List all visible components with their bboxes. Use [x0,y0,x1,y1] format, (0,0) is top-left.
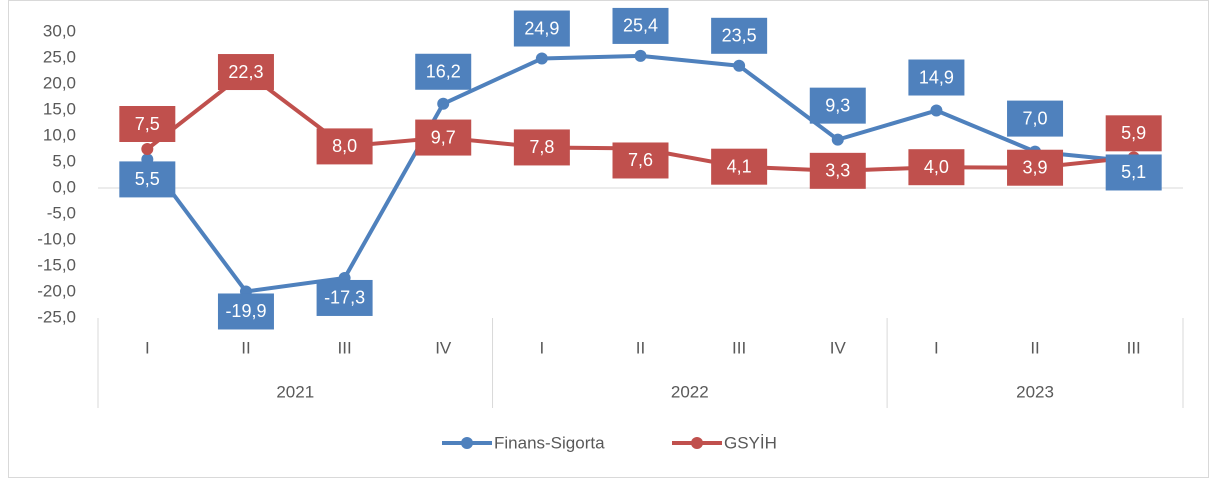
data-label-box [1007,100,1064,137]
x-group-label: 2021 [276,382,314,401]
data-label-box [415,119,472,156]
y-tick-label: -20,0 [37,281,76,300]
y-tick-label: 30,0 [43,21,76,40]
data-label-box [1105,154,1162,191]
data-label-box [809,87,866,124]
data-label: 7,5 [135,114,160,134]
point [437,97,450,110]
data-label: 4,1 [727,156,752,176]
data-label-box [1007,149,1064,186]
point [733,59,746,72]
data-label-box [415,53,472,90]
data-label: 25,4 [623,16,658,36]
data-label: 9,7 [431,127,456,147]
data-label-box [612,7,669,44]
y-tick-label: -25,0 [37,307,76,326]
legend-marker [461,437,473,449]
data-label: 14,9 [919,67,954,87]
point [831,133,844,146]
data-label-box [908,59,965,96]
data-label-box [513,10,570,47]
data-label-box [217,54,274,91]
x-group-label: 2023 [1016,382,1054,401]
x-tick-label: III [338,338,352,357]
data-label-box [513,129,570,166]
data-label: 8,0 [332,136,357,156]
data-label-box [711,17,768,54]
data-label-box [316,279,373,316]
x-group-label: 2022 [671,382,709,401]
data-label-box [908,149,965,186]
point [930,104,943,117]
x-tick-label: II [241,338,250,357]
data-label: 5,9 [1121,123,1146,143]
data-label: 7,8 [529,137,554,157]
data-label: 5,5 [135,169,160,189]
data-label-box [711,148,768,185]
point [535,52,548,65]
data-label-box [119,161,176,198]
data-label: 7,6 [628,150,653,170]
data-label-box [217,293,274,330]
data-label-box [1105,115,1162,152]
y-tick-label: 5,0 [52,151,76,170]
data-label: -17,3 [324,288,365,308]
data-label: 3,3 [825,161,850,181]
legend-label: GSYİH [724,433,777,452]
data-label: -19,9 [225,301,266,321]
data-label: 7,0 [1023,108,1048,128]
y-tick-label: -10,0 [37,229,76,248]
point [141,143,154,155]
x-tick-label: I [934,338,939,357]
y-tick-label: 15,0 [43,99,76,118]
y-tick-label: 20,0 [43,73,76,92]
x-tick-label: I [539,338,544,357]
data-label: 23,5 [722,26,757,46]
y-tick-label: -5,0 [47,203,76,222]
y-tick-label: 0,0 [52,177,76,196]
y-tick-label: 25,0 [43,47,76,66]
data-label-box [119,106,176,142]
x-tick-label: II [1030,338,1039,357]
x-tick-label: III [1127,338,1141,357]
data-label-box [316,128,373,165]
data-label: 24,9 [524,18,559,38]
x-tick-label: II [636,338,645,357]
data-label: 22,3 [228,62,263,82]
y-tick-label: 10,0 [43,125,76,144]
data-label: 5,1 [1121,162,1146,182]
legend-label: Finans-Sigorta [494,433,605,452]
chart-border [8,0,1209,478]
x-tick-label: III [732,338,746,357]
point [634,49,647,62]
x-tick-label: IV [830,338,847,357]
data-label: 9,3 [825,95,850,115]
data-label-box [612,142,669,179]
y-tick-label: -15,0 [37,255,76,274]
data-label: 16,2 [426,62,461,82]
data-label: 3,9 [1023,157,1048,177]
data-label-box [809,152,866,189]
x-tick-label: IV [435,338,452,357]
x-tick-label: I [145,338,150,357]
data-label: 4,0 [924,157,949,177]
legend-marker [691,437,703,449]
